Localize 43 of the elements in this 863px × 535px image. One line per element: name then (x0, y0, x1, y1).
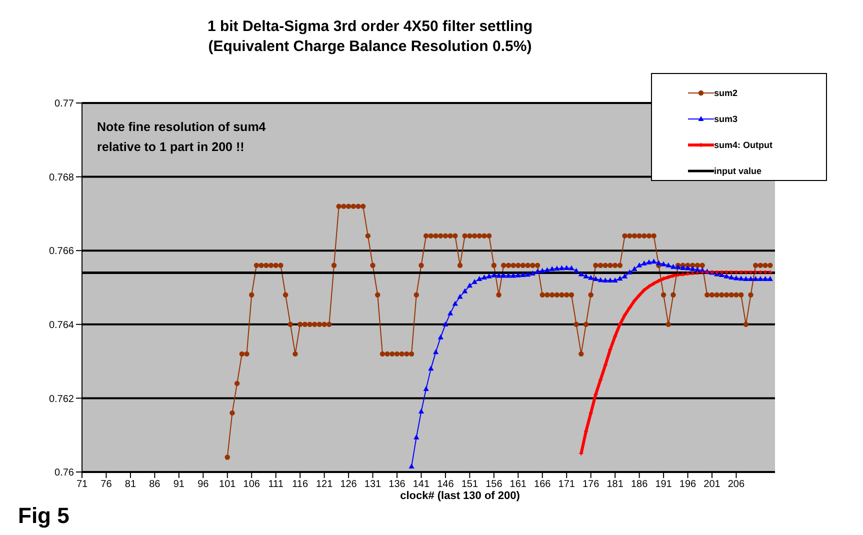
x-tick-label: 161 (510, 479, 527, 490)
x-tick-label: 121 (316, 479, 334, 490)
y-tick-label: 0.76 (54, 468, 74, 479)
x-tick-label: 131 (364, 479, 382, 490)
x-tick-label: 146 (437, 479, 454, 490)
x-tick-label: 201 (704, 479, 721, 490)
legend-label: sum3 (714, 114, 738, 124)
x-tick-label: 206 (728, 479, 746, 490)
legend-label: sum2 (714, 88, 738, 98)
x-tick-label: 156 (486, 479, 503, 490)
y-tick-label: 0.764 (48, 320, 74, 331)
x-tick-label: 176 (582, 479, 600, 490)
x-axis-title: clock# (last 130 of 200) (399, 490, 521, 502)
caption: Fig 5 (18, 503, 70, 529)
x-tick-label: 136 (388, 479, 406, 490)
legend-label: input value (714, 166, 762, 176)
x-tick-label: 186 (630, 479, 648, 490)
y-tick-label: 0.762 (48, 394, 74, 405)
x-tick-label: 101 (219, 479, 236, 490)
y-tick-label: 0.766 (48, 246, 74, 258)
x-tick-label: 141 (412, 479, 430, 490)
x-tick-label: 106 (243, 479, 260, 490)
x-tick-label: 91 (173, 479, 185, 490)
y-tick-label: 0.77 (54, 98, 74, 110)
x-tick-label: 116 (292, 479, 308, 490)
x-tick-label: 171 (558, 479, 576, 490)
x-tick-label: 86 (149, 479, 161, 490)
x-tick-label: 96 (198, 479, 210, 490)
x-tick-label: 181 (606, 479, 624, 490)
chart-title: 1 bit Delta-Sigma 3rd order 4X50 filter settling (206, 18, 534, 35)
x-tick-label: 151 (461, 479, 478, 490)
x-tick-label: 191 (655, 479, 672, 490)
annotation: Note fine resolution of sum4 relative to 1 part in 200 !! (97, 119, 267, 156)
x-tick-label: 126 (340, 479, 358, 490)
x-tick-label: 81 (124, 479, 136, 490)
x-tick-label: 71 (76, 479, 88, 490)
x-tick-label: 196 (679, 479, 697, 490)
chart-subtitle: (Equivalent Charge Balance Resolution 0.5%) (207, 38, 533, 55)
x-tick-label: 76 (100, 479, 112, 490)
x-tick-label: 111 (268, 479, 284, 490)
x-tick-label: 166 (534, 479, 552, 490)
legend-label: sum4: Output (714, 140, 772, 150)
y-tick-label: 0.768 (48, 172, 74, 184)
